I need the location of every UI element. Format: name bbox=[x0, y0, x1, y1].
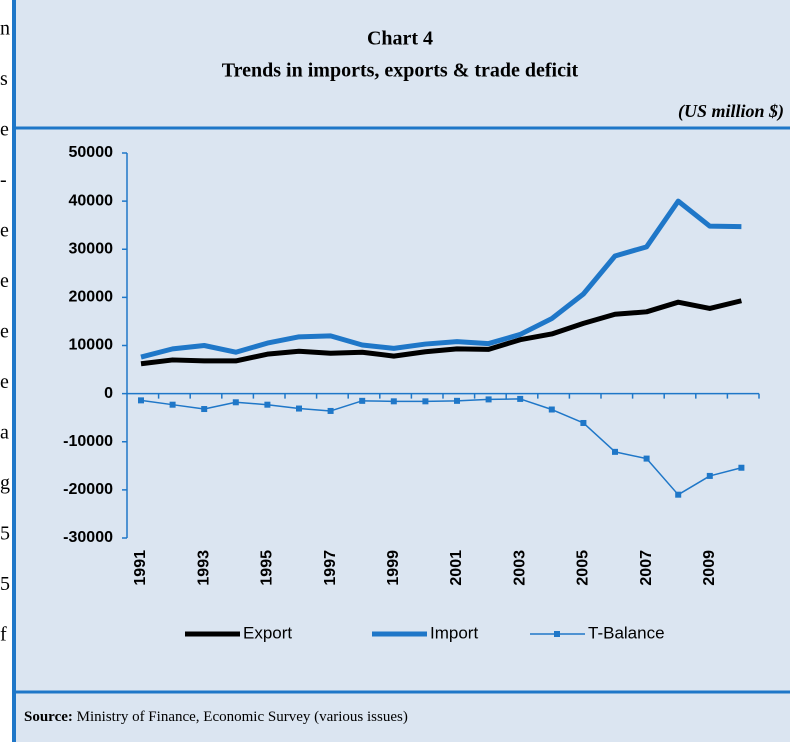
margin-fragment: g bbox=[0, 472, 10, 494]
chart-subtitle: Trends in imports, exports & trade defic… bbox=[222, 60, 579, 82]
margin-fragment: a bbox=[0, 422, 9, 444]
marker bbox=[643, 455, 650, 462]
panel bbox=[14, 0, 790, 742]
x-tick-group: 1995 bbox=[259, 550, 276, 586]
x-tick-label: 1991 bbox=[132, 550, 149, 586]
x-tick-label: 2003 bbox=[511, 550, 528, 586]
margin-fragment: - bbox=[0, 169, 7, 191]
x-tick-group: 1993 bbox=[195, 550, 212, 586]
source: Source: Ministry of Finance, Economic Su… bbox=[24, 709, 408, 725]
y-tick-label: -20000 bbox=[63, 481, 113, 498]
x-tick-group: 2003 bbox=[511, 550, 528, 586]
line-0 bbox=[140, 298, 742, 367]
source-label: Source: bbox=[24, 709, 73, 725]
margin-fragment: 5 bbox=[0, 523, 10, 545]
marker bbox=[675, 491, 682, 498]
marker bbox=[359, 397, 366, 404]
x-tick-label: 1993 bbox=[195, 550, 212, 586]
y-tick-label: 20000 bbox=[69, 289, 114, 306]
x-tick-group: 1991 bbox=[132, 550, 149, 586]
marker bbox=[327, 407, 334, 414]
margin-fragment: f bbox=[0, 624, 7, 646]
y-tick-label: 0 bbox=[104, 385, 113, 402]
x-tick-label: 2009 bbox=[701, 550, 718, 586]
x-tick-label: 2005 bbox=[575, 550, 592, 586]
margin-fragment: n bbox=[0, 18, 10, 40]
x-tick-label: 2007 bbox=[638, 550, 655, 586]
marker bbox=[485, 396, 492, 403]
marker bbox=[138, 397, 144, 404]
x-tick-group: 2007 bbox=[638, 550, 655, 586]
x-tick-group: 2009 bbox=[701, 550, 718, 586]
marker bbox=[201, 406, 208, 413]
x-tick-group: 2001 bbox=[448, 550, 465, 586]
legend-label: Export bbox=[243, 623, 292, 642]
marker bbox=[390, 398, 397, 405]
marker bbox=[454, 397, 460, 404]
margin-fragment: e bbox=[0, 220, 9, 242]
marker bbox=[296, 405, 302, 412]
x-tick-label: 1995 bbox=[259, 550, 276, 586]
x-tick-label: 2001 bbox=[448, 550, 465, 586]
margin-fragment: 5 bbox=[0, 573, 10, 595]
chart-title: Chart 4 bbox=[367, 28, 433, 50]
marker bbox=[612, 448, 618, 455]
margin-fragment: e bbox=[0, 371, 9, 393]
marker bbox=[738, 464, 745, 471]
marker bbox=[548, 406, 555, 413]
marker bbox=[264, 401, 271, 408]
x-tick-label: 1997 bbox=[322, 550, 339, 586]
x-tick-label: 1999 bbox=[385, 550, 402, 586]
legend-label: T-Balance bbox=[588, 623, 665, 642]
marker bbox=[422, 398, 429, 405]
y-tick-label: 10000 bbox=[69, 337, 114, 354]
x-tick-group: 1997 bbox=[322, 550, 339, 586]
line-2 bbox=[140, 398, 742, 496]
x-tick-group: 1999 bbox=[385, 550, 402, 586]
y-tick-label: -10000 bbox=[63, 433, 113, 450]
line-1 bbox=[140, 198, 742, 360]
y-tick-label: 30000 bbox=[69, 240, 114, 257]
legend-label: Import bbox=[430, 623, 478, 642]
marker bbox=[517, 395, 524, 402]
margin-fragment: e bbox=[0, 119, 9, 141]
margin-fragment: e bbox=[0, 270, 9, 292]
marker bbox=[169, 401, 176, 408]
y-tick-label: 50000 bbox=[69, 144, 114, 161]
margin-fragment: e bbox=[0, 321, 9, 343]
x-tick-group: 2005 bbox=[575, 550, 592, 586]
unit-note: (US million $) bbox=[678, 101, 784, 122]
y-tick-label: 40000 bbox=[69, 192, 114, 209]
marker bbox=[706, 472, 713, 479]
source-text: Ministry of Finance, Economic Survey (va… bbox=[77, 709, 408, 725]
marker bbox=[580, 419, 587, 426]
y-tick-label: -30000 bbox=[63, 529, 113, 546]
margin-fragment: s bbox=[0, 68, 8, 90]
legend-marker bbox=[554, 631, 560, 637]
marker bbox=[232, 399, 239, 406]
